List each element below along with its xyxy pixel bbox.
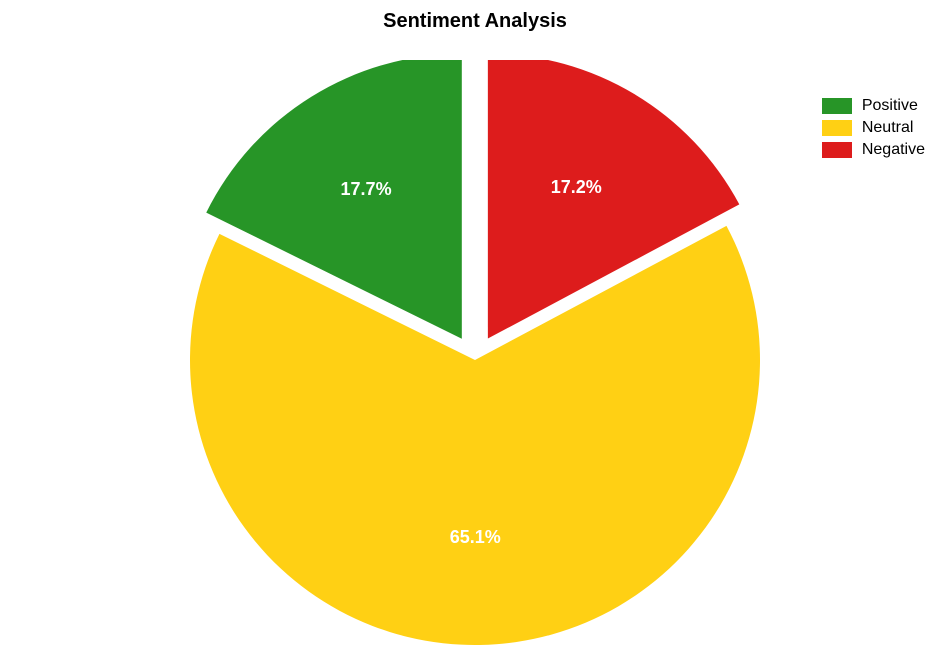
slice-label-negative: 17.2% [551,177,602,198]
legend-label: Neutral [862,119,914,137]
slice-label-positive: 17.7% [341,179,392,200]
pie-slice-neutral [190,226,760,645]
legend-label: Negative [862,141,925,159]
legend-swatch [822,98,852,114]
legend-label: Positive [862,97,918,115]
legend-swatch [822,142,852,158]
legend-item-positive: Positive [822,97,925,115]
pie-chart: 17.7% 65.1% 17.2% Positive Neutral Negative [0,50,950,650]
legend-item-negative: Negative [822,141,925,159]
legend-item-neutral: Neutral [822,119,925,137]
legend: Positive Neutral Negative [822,97,925,163]
legend-swatch [822,120,852,136]
chart-title: Sentiment Analysis [0,10,950,33]
slice-label-neutral: 65.1% [450,527,501,548]
pie-svg [185,60,765,660]
